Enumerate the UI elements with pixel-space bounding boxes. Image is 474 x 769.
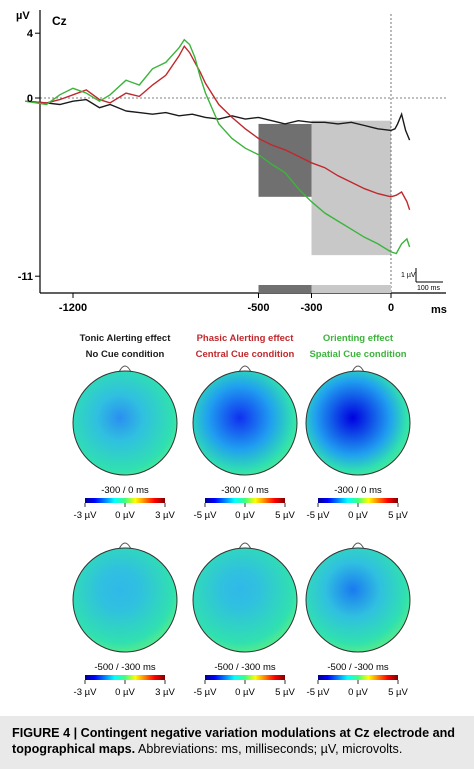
- colorbar-label: 5 µV: [388, 510, 408, 521]
- topo-map: -300 / 0 ms -5 µV 0 µV 5 µV: [192, 365, 298, 521]
- colorbar-label: -5 µV: [194, 510, 218, 521]
- legends: Tonic Alerting effect No Cue condition Pha…: [80, 333, 407, 360]
- legend-condition-label: Central Cue condition: [196, 349, 295, 360]
- scalp-map: [192, 370, 298, 476]
- erp-series-3: [25, 38, 411, 255]
- scale-bar-voltage: 1 µV: [401, 272, 416, 279]
- caption-text: Abbreviations: ms, milliseconds; µV, mic…: [135, 742, 403, 756]
- legend-effect-label: Tonic Alerting effect: [80, 333, 172, 344]
- channel-label: Cz: [52, 14, 67, 28]
- y-tick-label: -11: [18, 271, 33, 283]
- colorbar: [205, 498, 285, 503]
- colorbar-label: 5 µV: [275, 687, 295, 698]
- scale-bar: 1 µV 100 ms: [401, 268, 443, 292]
- colorbar-label: -3 µV: [74, 510, 98, 521]
- shaded-window-late: [311, 120, 391, 256]
- nose-marker: [238, 365, 252, 373]
- nose-marker: [351, 542, 365, 550]
- scalp-map: [305, 370, 411, 476]
- colorbar-label: 0 µV: [115, 510, 135, 521]
- topo-maps: -300 / 0 ms -3 µV 0 µV 3 µV -300 / 0 ms -5 µV…: [72, 365, 411, 698]
- colorbar-label: 3 µV: [155, 510, 175, 521]
- x-unit-label: ms: [431, 304, 447, 316]
- x-tick-label: -1200: [59, 302, 87, 314]
- legend-effect-label: Orienting effect: [323, 333, 394, 344]
- topo-map: -500 / -300 ms -5 µV 0 µV 5 µV: [192, 542, 298, 698]
- y-tick-label: 4: [27, 28, 34, 40]
- colorbar-label: 5 µV: [388, 687, 408, 698]
- x-tick-label: 0: [388, 302, 394, 314]
- time-window-label: -500 / -300 ms: [327, 662, 388, 673]
- time-window-label: -300 / 0 ms: [221, 485, 269, 496]
- colorbar-label: 5 µV: [275, 510, 295, 521]
- colorbar: [318, 498, 398, 503]
- colorbar-label: 0 µV: [115, 687, 135, 698]
- time-window-label: -300 / 0 ms: [334, 485, 382, 496]
- topo-map: -500 / -300 ms -3 µV 0 µV 3 µV: [72, 542, 178, 698]
- legend-effect-label: Phasic Alerting effect: [197, 333, 295, 344]
- scalp-map: [72, 547, 178, 653]
- topo-map: -300 / 0 ms -5 µV 0 µV 5 µV: [305, 365, 411, 521]
- y-ticks: 4 0 -11: [18, 28, 40, 283]
- window-bar-early: [258, 285, 312, 293]
- topo-map: -500 / -300 ms -5 µV 0 µV 5 µV: [305, 542, 411, 698]
- scale-bar-time: 100 ms: [417, 285, 440, 292]
- colorbar: [85, 498, 165, 503]
- y-unit-label: µV: [16, 10, 30, 22]
- scalp-map: [305, 547, 411, 653]
- figure: 4 0 -11 -1200 -500 -300 0 µV Cz ms 1 µV 100 m…: [16, 10, 447, 698]
- colorbar-label: 0 µV: [235, 687, 255, 698]
- nose-marker: [351, 365, 365, 373]
- colorbar-label: -5 µV: [194, 687, 218, 698]
- colorbar: [318, 675, 398, 680]
- erp-series-group: [25, 38, 411, 255]
- erp-plot: 4 0 -11 -1200 -500 -300 0 µV Cz ms 1 µV 100 m…: [16, 10, 447, 316]
- colorbar-label: 0 µV: [348, 687, 368, 698]
- colorbar: [85, 675, 165, 680]
- x-ticks: -1200 -500 -300 0: [59, 293, 394, 314]
- colorbar-label: -5 µV: [307, 687, 331, 698]
- scalp-map: [72, 370, 178, 476]
- nose-marker: [118, 542, 132, 550]
- legend-condition-label: No Cue condition: [86, 349, 165, 360]
- nose-marker: [238, 542, 252, 550]
- legend-condition-label: Spatial Cue condition: [309, 349, 406, 360]
- erp-series-1: [25, 98, 411, 141]
- erp-series-2: [25, 44, 411, 211]
- y-tick-label: 0: [27, 93, 33, 105]
- x-tick-label: -300: [300, 302, 322, 314]
- colorbar-label: 0 µV: [348, 510, 368, 521]
- time-window-label: -500 / -300 ms: [94, 662, 155, 673]
- window-bar-late: [311, 285, 391, 293]
- nose-marker: [118, 365, 132, 373]
- colorbar-label: -5 µV: [307, 510, 331, 521]
- figure-caption: FIGURE 4 | Contingent negative variation…: [0, 716, 474, 769]
- x-tick-label: -500: [247, 302, 269, 314]
- colorbar-label: 0 µV: [235, 510, 255, 521]
- scalp-map: [192, 547, 298, 653]
- colorbar-label: 3 µV: [155, 687, 175, 698]
- caption-label: FIGURE 4 | Contingent negative variation…: [12, 726, 455, 756]
- colorbar-label: -3 µV: [74, 687, 98, 698]
- colorbar: [205, 675, 285, 680]
- topo-map: -300 / 0 ms -3 µV 0 µV 3 µV: [72, 365, 178, 521]
- time-window-label: -300 / 0 ms: [101, 485, 149, 496]
- time-window-label: -500 / -300 ms: [214, 662, 275, 673]
